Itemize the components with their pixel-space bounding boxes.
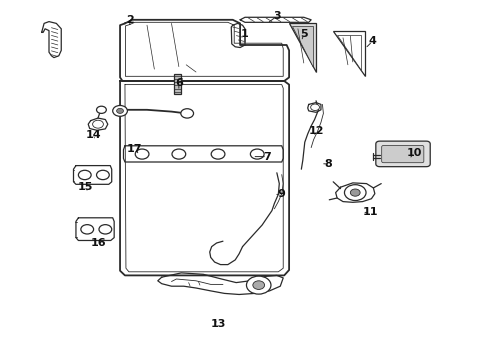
Circle shape [211, 149, 225, 159]
Text: 15: 15 [78, 182, 94, 192]
Circle shape [78, 170, 91, 180]
Text: 10: 10 [406, 148, 422, 158]
Polygon shape [174, 74, 181, 94]
Text: 1: 1 [241, 29, 249, 39]
Text: 16: 16 [90, 238, 106, 248]
Circle shape [172, 149, 186, 159]
Circle shape [97, 170, 109, 180]
Text: 11: 11 [362, 207, 378, 217]
FancyBboxPatch shape [382, 145, 424, 163]
Text: 4: 4 [368, 36, 376, 46]
Circle shape [97, 106, 106, 113]
Circle shape [113, 105, 127, 116]
Text: 12: 12 [308, 126, 324, 136]
Text: 8: 8 [324, 159, 332, 169]
Circle shape [135, 149, 149, 159]
Circle shape [253, 281, 265, 289]
Circle shape [350, 189, 360, 196]
Circle shape [93, 120, 103, 128]
Text: 9: 9 [278, 189, 286, 199]
Polygon shape [333, 31, 365, 76]
Circle shape [99, 225, 112, 234]
Text: 2: 2 [126, 15, 134, 25]
Text: 17: 17 [127, 144, 143, 154]
FancyBboxPatch shape [376, 141, 430, 167]
Text: 14: 14 [85, 130, 101, 140]
Text: 7: 7 [263, 152, 271, 162]
Text: 5: 5 [300, 29, 308, 39]
Text: 13: 13 [210, 319, 226, 329]
Circle shape [81, 225, 94, 234]
Polygon shape [337, 35, 361, 70]
Text: 6: 6 [175, 78, 183, 88]
Polygon shape [289, 23, 316, 72]
Circle shape [344, 185, 366, 201]
Text: 3: 3 [273, 11, 281, 21]
Circle shape [246, 276, 271, 294]
Polygon shape [292, 26, 313, 67]
Circle shape [117, 108, 123, 113]
Circle shape [181, 109, 194, 118]
Circle shape [250, 149, 264, 159]
Circle shape [311, 104, 319, 111]
